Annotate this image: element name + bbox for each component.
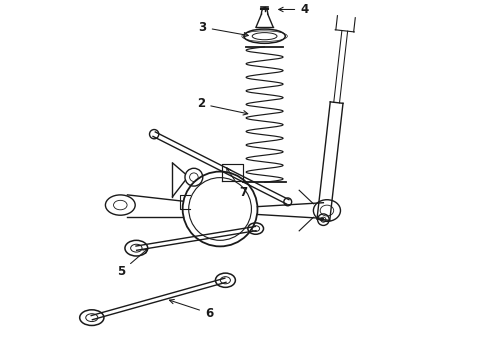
Text: 4: 4 [279, 3, 309, 16]
Text: 6: 6 [170, 300, 213, 320]
Text: 5: 5 [118, 249, 147, 278]
Text: 7: 7 [227, 168, 247, 199]
Text: 2: 2 [197, 98, 248, 115]
Text: 3: 3 [198, 21, 248, 37]
